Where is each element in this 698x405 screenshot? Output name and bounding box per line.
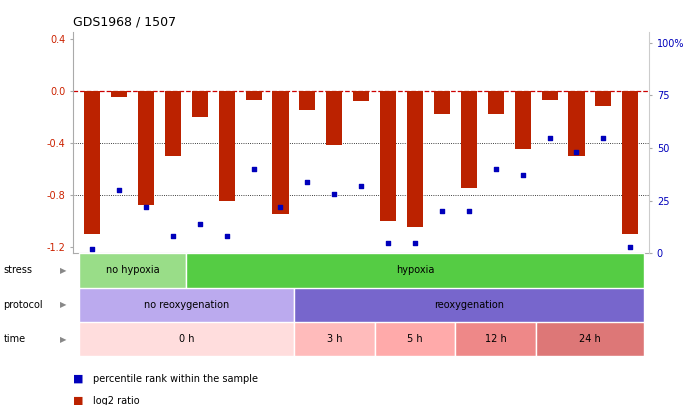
Point (517, 172, 528, 179)
Bar (79, 322, 294, 356)
Bar (353, 91, 369, 101)
Text: log2 ratio: log2 ratio (93, 396, 140, 405)
Bar (294, 288, 644, 322)
Point (571, 149, 582, 156)
Text: ▶: ▶ (59, 335, 66, 344)
Text: time: time (3, 334, 26, 344)
Point (275, 204, 286, 210)
Bar (380, 91, 396, 221)
Point (410, 239, 421, 246)
Text: GDS1968 / 1507: GDS1968 / 1507 (73, 15, 177, 28)
Bar (294, 322, 375, 356)
Bar (299, 91, 315, 110)
Text: 0 h: 0 h (179, 334, 194, 344)
Point (248, 166, 259, 172)
Point (221, 233, 232, 239)
Bar (326, 91, 343, 145)
Point (356, 183, 367, 189)
Point (490, 166, 501, 172)
Bar (375, 322, 455, 356)
Text: ▶: ▶ (59, 266, 66, 275)
Point (544, 134, 555, 141)
Point (302, 179, 313, 185)
Bar (272, 91, 288, 214)
Bar (488, 91, 504, 114)
Point (463, 208, 475, 214)
Bar (111, 91, 127, 97)
Text: ■: ■ (73, 374, 84, 384)
Bar (79, 253, 186, 288)
Bar (542, 91, 558, 100)
Bar (84, 91, 101, 234)
Point (383, 239, 394, 246)
Text: ▶: ▶ (59, 300, 66, 309)
Point (329, 191, 340, 198)
Bar (434, 91, 450, 114)
Bar (595, 91, 611, 107)
Bar (461, 91, 477, 188)
Bar (79, 288, 294, 322)
Point (625, 243, 636, 250)
Bar (514, 91, 530, 149)
Point (436, 208, 447, 214)
Point (597, 134, 609, 141)
Text: ■: ■ (73, 396, 84, 405)
Bar (246, 91, 262, 100)
Text: 5 h: 5 h (407, 334, 423, 344)
Point (194, 220, 205, 227)
Bar (186, 253, 644, 288)
Point (140, 204, 151, 210)
Text: 24 h: 24 h (579, 334, 601, 344)
Bar (568, 91, 584, 156)
Text: no hypoxia: no hypoxia (105, 265, 159, 275)
Bar (138, 91, 154, 205)
Text: reoxygenation: reoxygenation (434, 300, 504, 310)
Text: 3 h: 3 h (327, 334, 342, 344)
Point (87, 246, 98, 252)
Bar (218, 91, 235, 201)
Bar (407, 91, 423, 227)
Text: 12 h: 12 h (485, 334, 507, 344)
Text: percentile rank within the sample: percentile rank within the sample (93, 374, 258, 384)
Point (114, 187, 125, 193)
Bar (536, 322, 644, 356)
Point (168, 233, 179, 239)
Text: protocol: protocol (3, 300, 43, 310)
Text: stress: stress (3, 265, 33, 275)
Bar (622, 91, 639, 234)
Bar (192, 91, 208, 117)
Text: hypoxia: hypoxia (396, 265, 434, 275)
Bar (455, 322, 536, 356)
Bar (165, 91, 181, 156)
Text: no reoxygenation: no reoxygenation (144, 300, 229, 310)
